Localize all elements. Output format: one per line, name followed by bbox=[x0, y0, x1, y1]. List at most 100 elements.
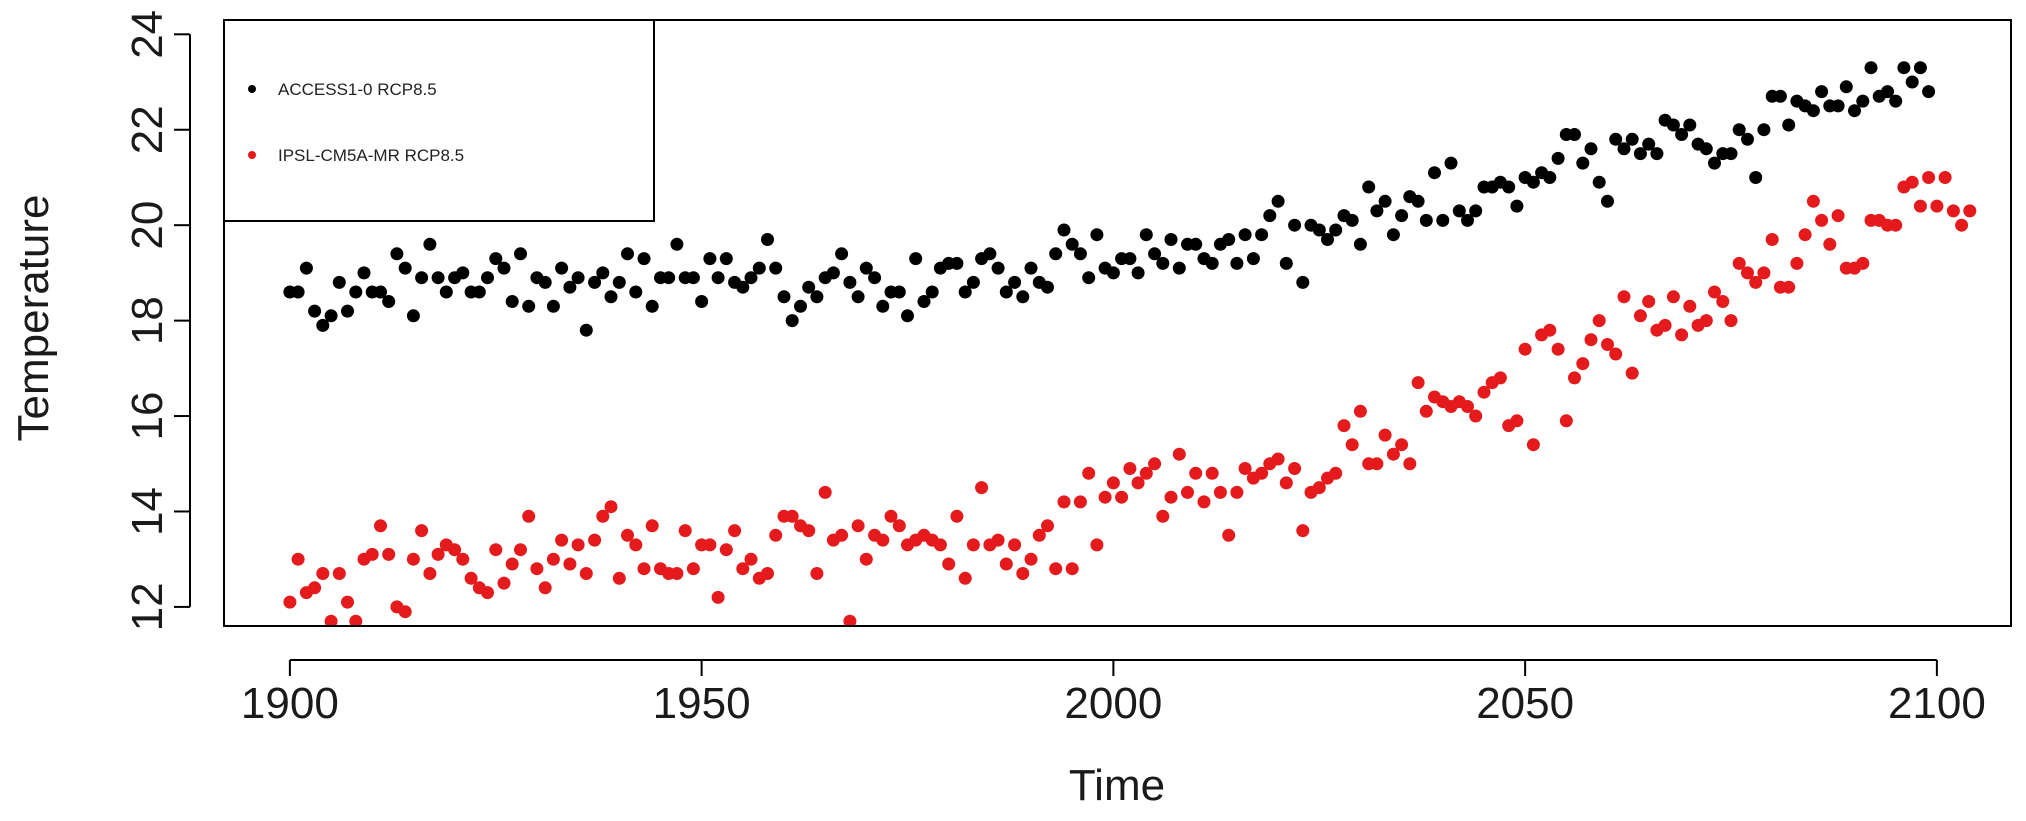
data-point bbox=[629, 538, 643, 552]
data-point bbox=[637, 562, 651, 576]
data-point bbox=[876, 533, 890, 547]
data-point bbox=[1856, 256, 1870, 270]
data-point bbox=[966, 538, 980, 552]
data-point bbox=[1156, 509, 1170, 523]
data-point bbox=[431, 271, 445, 285]
data-point bbox=[1856, 94, 1870, 108]
data-point bbox=[991, 261, 1005, 275]
data-point bbox=[942, 557, 956, 571]
data-point bbox=[1065, 562, 1079, 576]
data-point bbox=[621, 528, 634, 542]
data-point bbox=[1609, 347, 1623, 361]
data-point bbox=[505, 557, 519, 571]
data-point bbox=[678, 524, 692, 538]
data-point bbox=[1930, 199, 1944, 213]
data-point bbox=[1362, 180, 1376, 194]
data-point bbox=[818, 485, 832, 499]
data-point bbox=[522, 509, 536, 523]
data-point bbox=[991, 533, 1005, 547]
data-point bbox=[686, 271, 700, 285]
data-point bbox=[456, 552, 470, 566]
data-point bbox=[1419, 404, 1433, 418]
data-point bbox=[546, 299, 560, 313]
data-point bbox=[538, 275, 552, 289]
data-point bbox=[1123, 252, 1137, 266]
data-point bbox=[1131, 476, 1145, 490]
data-point bbox=[1008, 275, 1022, 289]
data-point bbox=[1411, 376, 1425, 390]
data-point bbox=[555, 261, 569, 275]
data-point bbox=[398, 261, 412, 275]
data-point bbox=[1584, 333, 1598, 347]
data-point bbox=[794, 299, 807, 313]
data-point bbox=[851, 519, 865, 533]
data-point bbox=[1469, 409, 1483, 423]
data-point bbox=[1493, 371, 1507, 385]
x-tick-label: 1950 bbox=[653, 679, 751, 728]
data-point bbox=[299, 261, 313, 275]
y-tick-label: 14 bbox=[123, 487, 172, 536]
data-point bbox=[1938, 171, 1952, 184]
data-point bbox=[1815, 85, 1829, 99]
data-point bbox=[950, 256, 964, 270]
data-point bbox=[1839, 80, 1853, 94]
data-point bbox=[308, 304, 322, 318]
data-point bbox=[1773, 89, 1787, 103]
data-point bbox=[1395, 438, 1409, 452]
data-point bbox=[695, 295, 709, 308]
data-point bbox=[1757, 266, 1771, 280]
data-point bbox=[744, 552, 758, 566]
data-point bbox=[703, 252, 717, 266]
data-point bbox=[316, 567, 330, 580]
data-point bbox=[374, 285, 387, 299]
data-point bbox=[868, 271, 882, 285]
data-point bbox=[1139, 466, 1153, 480]
data-point bbox=[802, 280, 816, 294]
data-point bbox=[736, 280, 750, 294]
legend-label-ipsl: IPSL-CM5A-MR RCP8.5 bbox=[278, 146, 464, 165]
data-point bbox=[489, 252, 503, 266]
legend-box bbox=[223, 19, 655, 222]
data-point bbox=[999, 285, 1013, 299]
legend-label-access: ACCESS1-0 RCP8.5 bbox=[278, 80, 437, 99]
data-point bbox=[1675, 128, 1689, 141]
data-point bbox=[1172, 261, 1186, 275]
data-point bbox=[1213, 485, 1227, 499]
data-point bbox=[1913, 61, 1927, 75]
data-point bbox=[1222, 528, 1236, 542]
data-point bbox=[999, 557, 1013, 571]
legend: ACCESS1-0 RCP8.5 IPSL-CM5A-MR RCP8.5 bbox=[223, 19, 655, 222]
data-point bbox=[1230, 485, 1244, 499]
data-point bbox=[1732, 256, 1746, 270]
data-point bbox=[1633, 147, 1647, 161]
data-point bbox=[1543, 323, 1557, 337]
data-point bbox=[1016, 567, 1030, 580]
data-point bbox=[843, 614, 857, 625]
data-point bbox=[1403, 457, 1417, 471]
data-point bbox=[1386, 447, 1400, 461]
data-point bbox=[1073, 495, 1087, 509]
data-point bbox=[1181, 485, 1194, 499]
data-point bbox=[1041, 519, 1054, 533]
data-point bbox=[1032, 528, 1046, 542]
data-point bbox=[1633, 309, 1647, 323]
data-point bbox=[1741, 132, 1754, 146]
data-point bbox=[1008, 538, 1022, 552]
data-point bbox=[308, 581, 322, 595]
data-point bbox=[1568, 128, 1581, 141]
data-point bbox=[621, 247, 634, 261]
data-point bbox=[637, 252, 651, 266]
data-point bbox=[925, 285, 939, 299]
data-point bbox=[1073, 247, 1087, 261]
y-tick-label: 16 bbox=[123, 392, 172, 441]
data-point bbox=[1271, 452, 1285, 466]
data-point bbox=[1041, 280, 1054, 294]
data-point bbox=[1806, 104, 1820, 118]
data-point bbox=[1370, 204, 1384, 218]
data-point bbox=[1601, 338, 1614, 351]
data-point bbox=[316, 318, 330, 332]
data-point bbox=[645, 519, 659, 533]
data-point bbox=[612, 275, 626, 289]
data-point bbox=[1337, 419, 1351, 433]
data-point bbox=[1666, 290, 1680, 304]
